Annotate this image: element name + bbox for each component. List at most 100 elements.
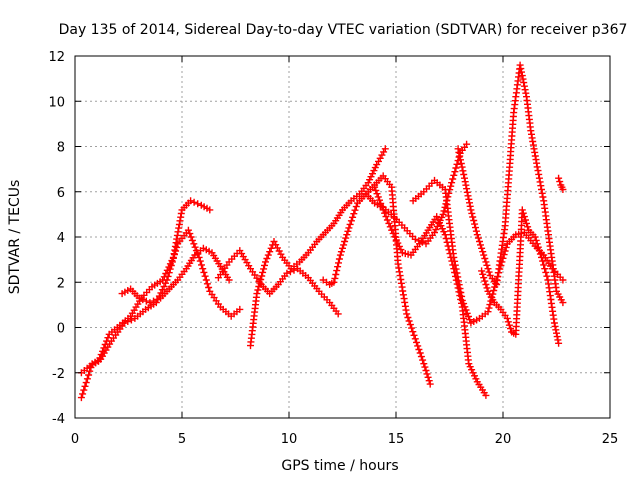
data-point [449, 175, 457, 183]
data-point [505, 321, 513, 329]
data-point [160, 273, 168, 281]
data-point [345, 224, 353, 232]
data-point [139, 296, 147, 304]
data-point [408, 324, 416, 332]
y-axis-label: SDTVAR / TECUs [7, 180, 23, 295]
data-point [225, 276, 233, 284]
data-point [347, 217, 355, 225]
data-point [413, 338, 420, 346]
data-point [198, 261, 205, 269]
data-point [416, 349, 424, 357]
data-point [414, 342, 422, 350]
data-point [188, 236, 196, 244]
data-point [534, 243, 542, 251]
data-point [184, 226, 192, 234]
data-point [555, 339, 563, 347]
data-point [466, 316, 474, 324]
data-point [264, 251, 272, 259]
data-point [543, 272, 551, 280]
data-point [350, 210, 358, 218]
data-point [410, 331, 418, 339]
y-tick-label: 6 [57, 186, 65, 201]
data-point [484, 265, 492, 273]
data-point [236, 305, 244, 313]
data-point [373, 190, 381, 198]
data-point [392, 236, 400, 244]
data-point [146, 299, 154, 307]
data-point [453, 160, 461, 168]
data-point [142, 297, 150, 305]
x-tick-label: 25 [602, 432, 619, 447]
data-point [535, 247, 543, 255]
y-tick-label: -2 [52, 367, 65, 382]
data-point [465, 313, 472, 320]
data-point [153, 296, 161, 304]
data-point [460, 300, 468, 308]
data-point [462, 306, 470, 314]
data-point [332, 271, 340, 278]
axis-ticks: 0 5 10 15 20 25 -4 -2 0 2 4 6 8 10 12 [48, 50, 618, 447]
data-point [503, 314, 511, 322]
data-point [504, 318, 512, 326]
data-point [163, 266, 171, 274]
data-point [541, 265, 549, 273]
data-point [388, 226, 396, 234]
data-point [267, 244, 275, 252]
data-point [539, 193, 547, 201]
data-point [403, 310, 411, 318]
chart-title: Day 135 of 2014, Sidereal Day-to-day VTE… [59, 22, 628, 38]
data-point [463, 309, 471, 317]
data-point [433, 213, 441, 221]
data-point [337, 248, 345, 256]
data-point [559, 276, 567, 284]
y-tick-label: 10 [48, 95, 65, 110]
data-point [165, 263, 173, 271]
data-point [341, 238, 349, 245]
x-tick-label: 0 [71, 432, 79, 447]
data-point [456, 285, 464, 293]
data-point [283, 269, 291, 277]
data-point [502, 243, 510, 251]
data-point [386, 223, 394, 231]
data-point [378, 203, 386, 211]
data-point [259, 268, 267, 276]
data-point [202, 276, 210, 284]
data-point [95, 357, 102, 365]
data-point [200, 268, 208, 276]
data-point [485, 304, 493, 312]
data-point [457, 160, 465, 167]
y-tick-label: 2 [57, 276, 65, 291]
data-point [536, 250, 544, 258]
data-point [448, 179, 456, 187]
data-point [169, 253, 177, 261]
data-point [454, 145, 462, 153]
data-point [456, 152, 464, 160]
y-tick-label: 0 [57, 322, 65, 337]
data-point [135, 294, 143, 302]
data-point [382, 213, 390, 221]
data-point [257, 276, 265, 283]
data-point [524, 223, 532, 231]
data-point [482, 391, 490, 399]
y-tick-label: 8 [57, 141, 65, 156]
data-point [186, 230, 194, 238]
data-point [457, 289, 465, 296]
data-point [420, 360, 428, 368]
data-point [426, 380, 434, 388]
data-point [162, 270, 170, 277]
y-tick-label: 12 [48, 50, 65, 65]
data-point [450, 253, 458, 261]
data-point [484, 308, 492, 316]
data-point [522, 216, 529, 224]
data-point [474, 234, 482, 242]
y-tick-label: -4 [52, 412, 65, 427]
data-point [477, 241, 484, 249]
data-point [256, 279, 264, 287]
data-point [482, 258, 490, 266]
data-point [451, 261, 459, 269]
data-point [540, 261, 548, 269]
data-point [199, 265, 207, 273]
data-point [344, 227, 352, 235]
data-point [100, 344, 108, 352]
data-point [453, 269, 461, 277]
